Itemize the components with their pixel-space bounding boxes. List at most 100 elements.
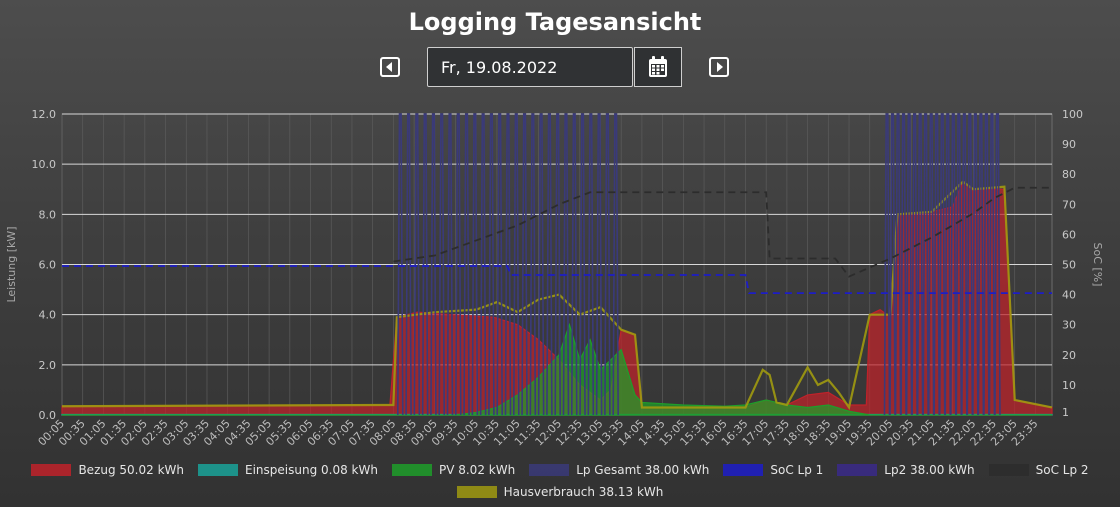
series-lp_gesamt-pulse — [983, 113, 990, 416]
series-lp_gesamt-pulse — [900, 113, 907, 416]
series-lp_gesamt-pulse — [430, 113, 437, 416]
series-lp_gesamt-pulse — [938, 113, 946, 416]
legend-item-soc_lp2[interactable]: SoC Lp 2 — [988, 463, 1089, 477]
series-lp_gesamt-pulse — [911, 113, 918, 416]
series-lp_gesamt-pulse — [479, 113, 487, 416]
legend-item-lp_gesamt[interactable]: Lp Gesamt 38.00 kWh — [529, 463, 709, 477]
caret-right-icon — [709, 57, 729, 77]
y-right-tick-label: 10 — [1062, 379, 1076, 392]
page-title: Logging Tagesansicht — [408, 8, 702, 36]
y-right-tick-label: 90 — [1062, 138, 1076, 151]
legend-label: SoC Lp 2 — [1035, 463, 1089, 477]
series-lp_gesamt-pulse — [570, 113, 578, 416]
y-tick-label: 12.0 — [32, 108, 57, 121]
legend-swatch — [723, 464, 764, 476]
y-tick-label: 2.0 — [39, 359, 57, 372]
series-lp_gesamt-pulse — [454, 113, 462, 416]
legend-item-lp2[interactable]: Lp2 38.00 kWh — [837, 463, 975, 477]
legend-swatch — [391, 464, 432, 476]
series-lp_gesamt-pulse — [463, 113, 470, 416]
previous-day-button[interactable] — [380, 57, 400, 77]
chart-series — [61, 113, 1053, 416]
date-picker: Fr, 19.08.2022 — [427, 47, 683, 89]
y-tick-label: 4.0 — [39, 309, 57, 322]
legend-label: Bezug 50.02 kWh — [78, 463, 184, 477]
y-right-tick-label: 100 — [1062, 108, 1083, 121]
legend-swatch — [837, 464, 878, 476]
series-lp_gesamt-pulse — [405, 113, 412, 416]
series-lp_gesamt-pulse — [512, 113, 520, 416]
series-lp_gesamt-pulse — [966, 113, 974, 416]
legend-item-pv[interactable]: PV 8.02 kWh — [391, 463, 515, 477]
series-lp_gesamt-pulse — [972, 113, 979, 416]
series-lp_gesamt-pulse — [883, 113, 891, 416]
legend-label: Lp Gesamt 38.00 kWh — [576, 463, 710, 477]
legend-label: Einspeisung 0.08 kWh — [245, 463, 378, 477]
series-lp_gesamt-pulse — [905, 113, 913, 416]
y-axis-title: Leistung [kW] — [5, 226, 18, 302]
series-lp_gesamt-pulse — [961, 113, 968, 416]
series-lp_gesamt-pulse — [994, 113, 1001, 416]
series-lp_gesamt-pulse — [471, 113, 479, 416]
legend-item-hausverbrauch[interactable]: Hausverbrauch 38.13 kWh — [456, 485, 664, 499]
next-day-button[interactable] — [709, 57, 729, 77]
series-lp_gesamt-pulse — [488, 113, 495, 416]
legend-label: Lp2 38.00 kWh — [884, 463, 975, 477]
series-lp_gesamt-pulse — [496, 113, 503, 416]
series-lp_gesamt-pulse — [889, 113, 896, 416]
y-tick-label: 10.0 — [32, 158, 57, 171]
series-lp_gesamt-pulse — [604, 113, 611, 416]
series-lp_gesamt-pulse — [587, 113, 595, 416]
series-lp_gesamt-pulse — [579, 113, 586, 416]
y-right-tick-label: 70 — [1062, 198, 1076, 211]
caret-left-icon — [380, 57, 400, 77]
legend-label: SoC Lp 1 — [770, 463, 824, 477]
legend-item-soc_lp1[interactable]: SoC Lp 1 — [723, 463, 823, 477]
y-tick-label: 8.0 — [39, 208, 57, 221]
y-right-tick-label: 30 — [1062, 319, 1076, 332]
chart-axes: 0.0 2.0 4.0 6.0 8.0 10.0 12.0 1 10 20 30 40 50 60 70 80… — [5, 108, 1104, 449]
series-lp_gesamt-pulse — [955, 113, 963, 416]
legend-swatch — [988, 464, 1029, 476]
series-lp_gesamt-pulse — [413, 113, 421, 416]
y-right-tick-label: 80 — [1062, 168, 1076, 181]
y-right-tick-label: 60 — [1062, 228, 1076, 241]
series-lp_gesamt-pulse — [927, 113, 935, 416]
series-lp_gesamt-pulse — [504, 113, 512, 416]
legend-swatch — [529, 464, 570, 476]
series-pv-area — [62, 322, 1052, 416]
y-right-tick-label: 1 — [1062, 406, 1069, 419]
series-lp_gesamt-pulse — [988, 113, 996, 416]
legend-item-bezug[interactable]: Bezug 50.02 kWh — [31, 463, 184, 477]
chart-legend: Bezug 50.02 kWh Einspeisung 0.08 kWh PV 8.… — [0, 459, 1120, 503]
series-soc_lp1-line — [62, 265, 1052, 294]
series-lp_gesamt-pulse — [529, 113, 537, 416]
date-input[interactable]: Fr, 19.08.2022 — [427, 47, 633, 87]
series-lp_gesamt-pulse — [546, 113, 553, 416]
series-lp_gesamt-pulse — [612, 113, 619, 416]
series-lp_gesamt-pulse — [521, 113, 528, 416]
legend-label: Hausverbrauch 38.13 kWh — [503, 485, 664, 499]
y-right-tick-label: 50 — [1062, 259, 1076, 272]
y-right-axis-title: SoC [%] — [1091, 243, 1104, 287]
series-lp_gesamt-pulse — [922, 113, 929, 416]
series-soc_lp2-line — [393, 186, 1052, 278]
y-tick-label: 0.0 — [39, 409, 57, 422]
series-lp_gesamt-pulse — [446, 113, 454, 416]
series-lp_gesamt-pulse — [438, 113, 446, 416]
series-lp_gesamt-pulse — [562, 113, 570, 416]
series-lp_gesamt-pulse — [595, 113, 603, 416]
y-right-tick-label: 40 — [1062, 289, 1076, 302]
series-lp_gesamt-pulse — [916, 113, 924, 416]
calendar-button[interactable] — [634, 47, 682, 87]
series-lp_gesamt-pulse — [894, 113, 902, 416]
legend-swatch — [31, 464, 72, 476]
y-right-tick-label: 20 — [1062, 349, 1076, 362]
series-lp_gesamt-pulse — [949, 113, 957, 416]
logging-chart: 0.0 2.0 4.0 6.0 8.0 10.0 12.0 1 10 20 30 40 50 60 70 80… — [5, 108, 1104, 449]
series-hausverbrauch-line — [61, 180, 1053, 411]
series-lp_gesamt-pulse — [933, 113, 941, 416]
series-lp_gesamt-pulse — [421, 113, 429, 416]
series-lp_gesamt-pulse — [537, 113, 545, 416]
legend-item-einspeisung[interactable]: Einspeisung 0.08 kWh — [198, 463, 378, 477]
